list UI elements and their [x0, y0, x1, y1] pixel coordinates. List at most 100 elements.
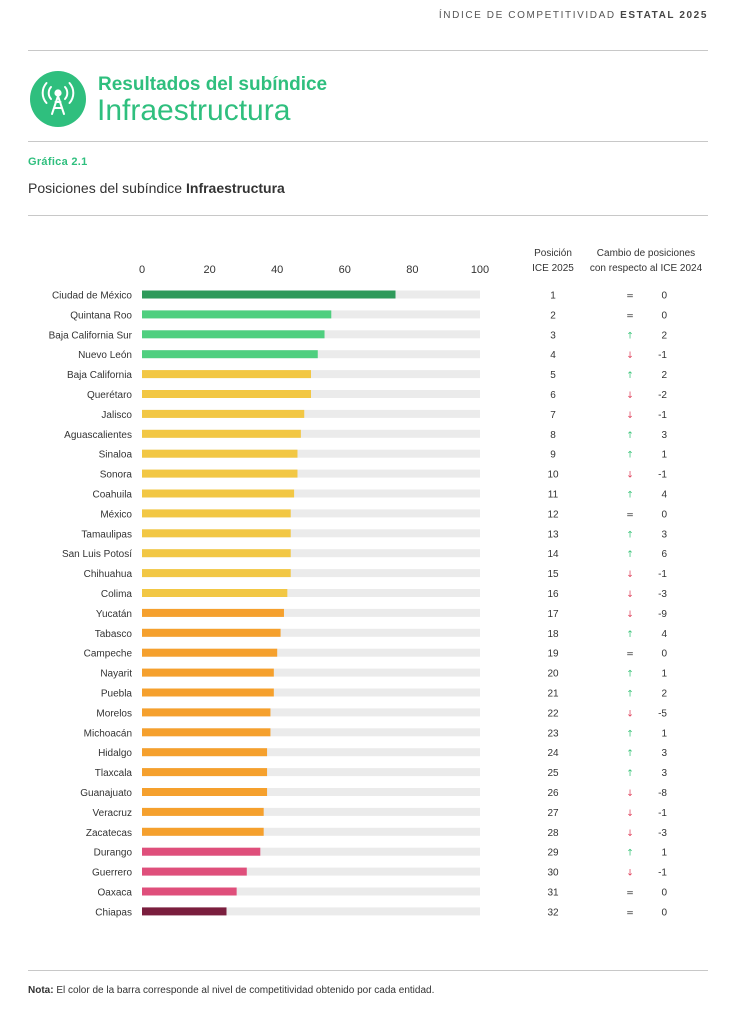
change-indicator-icon: ↑ [626, 849, 634, 859]
change-indicator-icon: ↑ [626, 371, 634, 381]
state-label: México [100, 509, 132, 520]
change-indicator-icon: ↓ [626, 869, 634, 879]
position-value: 8 [550, 430, 556, 441]
bar [142, 708, 271, 717]
bar [142, 449, 298, 458]
change-indicator-icon: ↓ [626, 709, 634, 719]
position-value: 32 [547, 907, 559, 918]
change-value: 4 [661, 490, 667, 501]
change-indicator-icon: ↑ [626, 451, 634, 461]
bar-track [142, 708, 480, 717]
change-indicator-icon: ↓ [626, 829, 634, 839]
change-indicator-icon: ↓ [626, 411, 634, 421]
position-value: 27 [547, 808, 559, 819]
change-indicator-icon: ↓ [626, 610, 634, 620]
change-value: 1 [661, 450, 667, 461]
change-value: 6 [661, 549, 667, 560]
footnote: Nota: El color de la barra corresponde a… [28, 985, 435, 996]
change-value: 0 [661, 291, 667, 302]
change-value: -1 [658, 808, 667, 819]
position-value: 9 [550, 450, 556, 461]
change-value: 1 [661, 728, 667, 739]
bar [142, 847, 261, 856]
bar [142, 409, 305, 418]
x-tick-label: 60 [339, 264, 351, 276]
change-value: 3 [661, 430, 667, 441]
change-value: -3 [658, 828, 667, 839]
bar [142, 290, 396, 299]
bar [142, 509, 291, 518]
divider [28, 215, 708, 216]
bar [142, 867, 247, 876]
change-column-header: Cambio de posiciones con respecto al ICE … [589, 248, 703, 274]
position-value: 15 [547, 569, 559, 580]
change-value: 0 [661, 907, 667, 918]
state-label: Colima [101, 589, 133, 600]
x-tick-label: 100 [471, 264, 489, 276]
position-value: 7 [550, 410, 556, 421]
state-label: Guerrero [92, 868, 132, 879]
change-indicator-icon: = [626, 889, 634, 899]
change-indicator-icon: ↑ [626, 491, 634, 501]
position-value: 31 [547, 888, 559, 899]
bar-track [142, 529, 480, 538]
change-value: -1 [658, 569, 667, 580]
state-label: Oaxaca [98, 888, 133, 899]
bar [142, 807, 264, 816]
change-value: -1 [658, 410, 667, 421]
bar-track [142, 509, 480, 518]
figure-label: Gráfica 2.1 [28, 156, 88, 168]
change-value: 0 [661, 310, 667, 321]
position-value: 1 [550, 291, 556, 302]
bar [142, 310, 332, 319]
position-value: 19 [547, 649, 559, 660]
state-label: Baja California [67, 370, 132, 381]
change-indicator-icon: = [626, 292, 634, 302]
change-value: 2 [661, 370, 667, 381]
bar-track [142, 827, 480, 836]
bar-track [142, 628, 480, 637]
state-label: Quintana Roo [70, 310, 132, 321]
position-value: 30 [547, 868, 559, 879]
change-indicator-icon: ↓ [626, 391, 634, 401]
divider [28, 50, 708, 51]
position-value: 14 [547, 549, 559, 560]
bar [142, 549, 291, 558]
x-tick-label: 20 [203, 264, 215, 276]
change-value: 4 [661, 629, 667, 640]
bar [142, 330, 325, 339]
change-indicator-icon: = [626, 510, 634, 520]
state-label: Querétaro [87, 390, 132, 401]
position-value: 28 [547, 828, 559, 839]
bar [142, 589, 288, 597]
state-label: Michoacán [84, 728, 132, 739]
position-value: 10 [547, 470, 559, 481]
state-label: Chihuahua [84, 569, 133, 580]
position-value: 26 [547, 788, 559, 799]
state-label: Jalisco [101, 410, 132, 421]
state-label: Tamaulipas [81, 529, 132, 540]
position-value: 16 [547, 589, 559, 600]
state-label: Sinaloa [99, 450, 133, 461]
figure-caption: Posiciones del subíndice Infraestructura [28, 180, 285, 196]
bar-track [142, 748, 480, 757]
bar [142, 608, 284, 617]
bar-track [142, 469, 480, 478]
change-indicator-icon: ↓ [626, 590, 634, 600]
bar [142, 390, 311, 398]
change-indicator-icon: ↑ [626, 670, 634, 680]
state-label: Durango [94, 848, 133, 859]
bar-track [142, 449, 480, 458]
bar [142, 469, 298, 478]
position-value: 5 [550, 370, 556, 381]
bar [142, 350, 318, 359]
state-label: San Luis Potosí [62, 549, 132, 560]
state-label: Ciudad de México [52, 291, 132, 302]
bar-track [142, 648, 480, 657]
change-value: 1 [661, 669, 667, 680]
position-value: 2 [550, 310, 556, 321]
bar [142, 748, 268, 757]
change-indicator-icon: ↑ [626, 749, 634, 759]
bar [142, 668, 274, 677]
bar [142, 728, 271, 737]
